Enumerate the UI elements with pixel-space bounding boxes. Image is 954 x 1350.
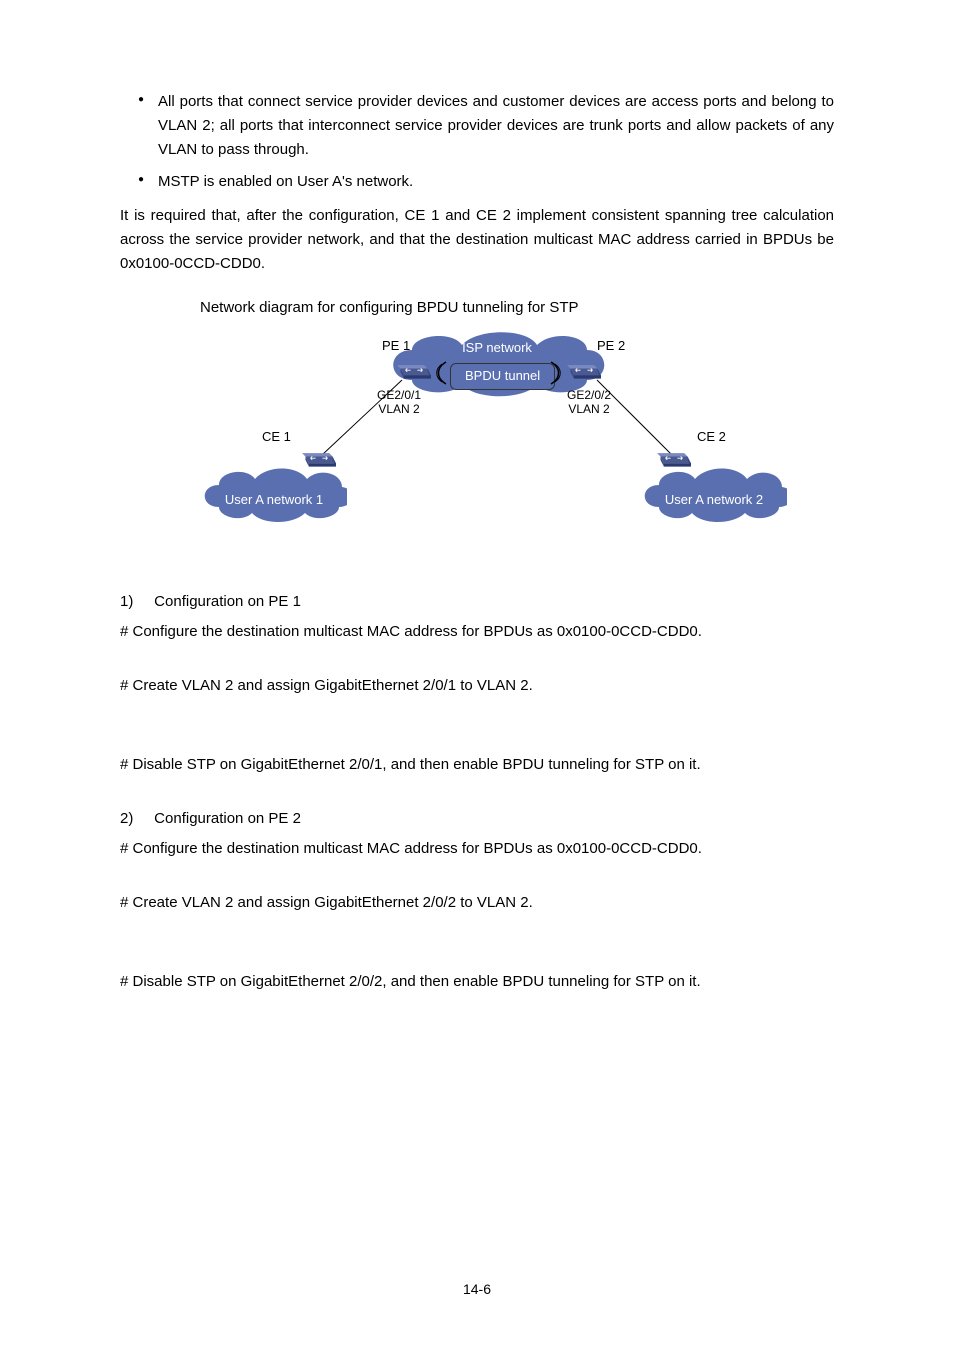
intro-paragraph: It is required that, after the configura…: [120, 204, 834, 276]
config-line: # Create VLAN 2 and assign GigabitEthern…: [120, 891, 834, 915]
user-net2-label: User A network 2: [649, 490, 779, 511]
bullet-item: MSTP is enabled on User A's network.: [158, 170, 834, 194]
bullet-item: All ports that connect service provider …: [158, 90, 834, 162]
step-heading: 2) Configuration on PE 2: [120, 807, 834, 831]
config-step-2: 2) Configuration on PE 2 # Configure the…: [120, 807, 834, 994]
config-step-1: 1) Configuration on PE 1 # Configure the…: [120, 590, 834, 777]
user-net1-label: User A network 1: [209, 490, 339, 511]
bullet-list: All ports that connect service provider …: [120, 90, 834, 194]
step-title: Configuration on PE 1: [154, 593, 301, 610]
config-line: # Disable STP on GigabitEthernet 2/0/2, …: [120, 970, 834, 994]
ce1-label: CE 1: [262, 427, 291, 448]
page-number: 14-6: [0, 1278, 954, 1300]
config-line: # Configure the destination multicast MA…: [120, 620, 834, 644]
page: All ports that connect service provider …: [0, 0, 954, 1350]
network-diagram: ISP network BPDU tunnel PE 1 PE 2: [197, 330, 757, 540]
config-line: # Create VLAN 2 and assign GigabitEthern…: [120, 674, 834, 698]
step-number: 2): [120, 807, 150, 831]
config-line: # Configure the destination multicast MA…: [120, 837, 834, 861]
config-line: # Disable STP on GigabitEthernet 2/0/1, …: [120, 753, 834, 777]
ce2-label: CE 2: [697, 427, 726, 448]
step-title: Configuration on PE 2: [154, 810, 301, 827]
figure-caption: Network diagram for configuring BPDU tun…: [200, 296, 834, 320]
step-number: 1): [120, 590, 150, 614]
step-heading: 1) Configuration on PE 1: [120, 590, 834, 614]
